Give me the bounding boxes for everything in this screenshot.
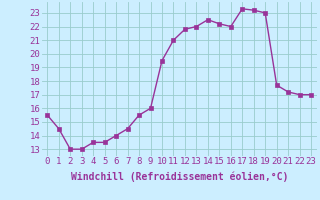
X-axis label: Windchill (Refroidissement éolien,°C): Windchill (Refroidissement éolien,°C) [70,172,288,182]
